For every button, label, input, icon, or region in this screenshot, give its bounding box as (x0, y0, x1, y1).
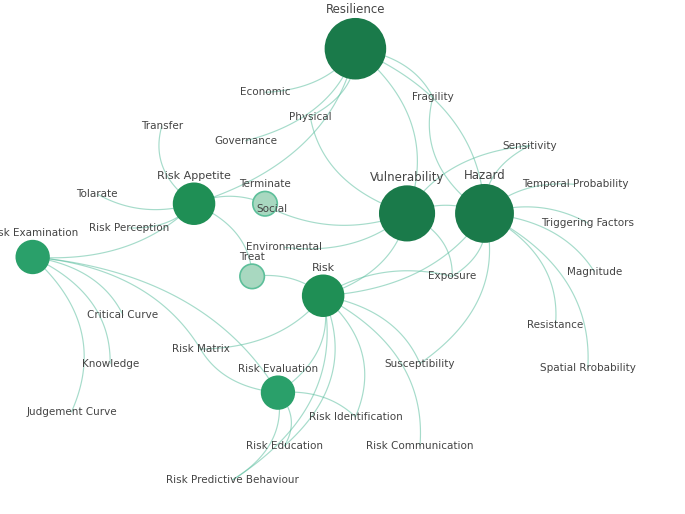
Text: Susceptibility: Susceptibility (385, 359, 456, 369)
Text: Judgement Curve: Judgement Curve (26, 407, 116, 417)
Text: Risk Examination: Risk Examination (0, 228, 78, 238)
Text: Risk Education: Risk Education (246, 441, 323, 451)
Text: Tolarate: Tolarate (77, 189, 118, 199)
Text: Critical Curve: Critical Curve (88, 310, 159, 320)
Text: Fragility: Fragility (412, 92, 453, 102)
Text: Vulnerability: Vulnerability (370, 171, 445, 184)
Text: Risk Identification: Risk Identification (308, 412, 402, 422)
Ellipse shape (173, 183, 214, 224)
Text: Terminate: Terminate (239, 179, 291, 189)
Text: Environmental: Environmental (247, 242, 323, 252)
Text: Risk Matrix: Risk Matrix (171, 344, 229, 354)
Text: Risk: Risk (312, 263, 335, 273)
Ellipse shape (325, 19, 386, 79)
Ellipse shape (379, 186, 434, 241)
Text: Exposure: Exposure (428, 271, 476, 281)
Text: Economic: Economic (240, 87, 290, 97)
Ellipse shape (16, 241, 49, 273)
Ellipse shape (303, 276, 344, 316)
Text: Triggering Factors: Triggering Factors (541, 218, 634, 228)
Text: Social: Social (256, 204, 287, 213)
Ellipse shape (253, 192, 277, 216)
Text: Risk Appetite: Risk Appetite (157, 171, 231, 181)
Text: Temporal Probability: Temporal Probability (521, 179, 628, 189)
Text: Hazard: Hazard (464, 170, 506, 182)
Text: Spatial Rrobability: Spatial Rrobability (540, 363, 636, 373)
Ellipse shape (262, 376, 295, 409)
Text: Magnitude: Magnitude (566, 267, 622, 277)
Text: Risk Perception: Risk Perception (89, 223, 170, 233)
Text: Risk Communication: Risk Communication (366, 441, 474, 451)
Text: Sensitivity: Sensitivity (502, 141, 557, 151)
Text: Treat: Treat (239, 252, 265, 262)
Text: Resilience: Resilience (325, 4, 385, 16)
Text: Knowledge: Knowledge (82, 359, 139, 369)
Ellipse shape (240, 264, 264, 289)
Text: Governance: Governance (214, 136, 277, 146)
Text: Risk Predictive Behaviour: Risk Predictive Behaviour (166, 475, 299, 485)
Text: Resistance: Resistance (527, 320, 584, 330)
Text: Transfer: Transfer (140, 121, 183, 131)
Text: Risk Evaluation: Risk Evaluation (238, 364, 318, 374)
Text: Physical: Physical (289, 112, 332, 121)
Ellipse shape (456, 185, 513, 242)
